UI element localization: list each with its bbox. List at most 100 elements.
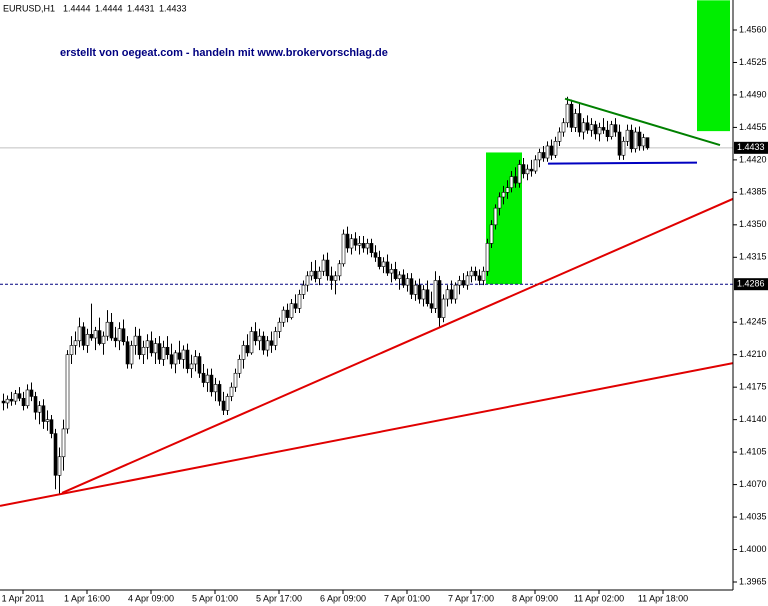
candle-body [101, 335, 106, 344]
y-tick-label: 1.4105 [739, 446, 767, 456]
candle-body [521, 164, 526, 175]
candle-body [217, 384, 222, 402]
trendline [0, 362, 733, 507]
candle-body [357, 243, 362, 246]
candle-body [477, 275, 482, 281]
candle-body [457, 280, 462, 286]
candle-body [593, 124, 598, 135]
candle-body [69, 345, 74, 356]
candle-body [389, 269, 394, 274]
candle-body [617, 131, 622, 156]
candle-body [257, 335, 262, 342]
quote-high: 1.4444 [95, 3, 123, 13]
candle-body [81, 326, 86, 346]
candle-body [369, 243, 374, 253]
candle-body [89, 333, 94, 339]
candle-body [605, 129, 610, 137]
candle-body [565, 103, 570, 124]
candle-body [149, 340, 154, 354]
candle-body [497, 196, 502, 209]
candle-body [97, 330, 102, 344]
candle-body [349, 238, 354, 249]
zone [486, 152, 522, 285]
candle-body [505, 187, 510, 193]
candle-body [133, 335, 138, 346]
candle-body [125, 341, 130, 365]
candle-body [333, 275, 338, 281]
candle-body [393, 269, 398, 279]
candle-body [281, 309, 286, 323]
candle-body [361, 243, 366, 249]
candle-body [553, 141, 558, 156]
candle-body [641, 137, 646, 147]
candle-body [249, 331, 254, 354]
candle-body [209, 374, 214, 393]
candle-body [197, 356, 202, 374]
candle-body [401, 274, 406, 286]
candle-body [525, 168, 530, 175]
candle-body [417, 284, 422, 300]
price-label: 1.4286 [737, 279, 765, 289]
candle-body [581, 122, 586, 133]
candle-body [153, 343, 158, 354]
candle-body [253, 331, 258, 342]
y-tick-label: 1.4175 [739, 382, 767, 392]
y-tick-label: 1.4210 [739, 349, 767, 359]
x-tick-label: 8 Apr 09:00 [512, 593, 558, 603]
y-tick-label: 1.4420 [739, 154, 767, 164]
y-tick-label: 1.4070 [739, 479, 767, 489]
candle-body [637, 131, 642, 147]
candle-body [165, 346, 170, 356]
candle-body [437, 280, 442, 318]
candle-body [517, 164, 522, 184]
price-label: 1.4433 [737, 142, 765, 152]
candle-body [625, 129, 630, 142]
candle-body [321, 259, 326, 272]
candle-body [413, 284, 418, 295]
candle-body [385, 261, 390, 274]
quote-low: 1.4431 [127, 3, 155, 13]
candle-body [441, 298, 446, 318]
candle-body [353, 238, 358, 246]
candle-body [45, 419, 50, 422]
candle-body [225, 396, 230, 411]
candle-body [621, 141, 626, 156]
candle-body [17, 393, 22, 399]
candle-body [461, 280, 466, 286]
candle-body [129, 345, 134, 365]
y-tick-label: 1.4560 [739, 24, 767, 34]
candle-body [301, 284, 306, 295]
candle-body [585, 122, 590, 131]
candle-body [645, 137, 650, 149]
zone [697, 0, 730, 132]
candle-body [57, 456, 62, 476]
candle-body [137, 335, 142, 356]
x-tick-label: 5 Apr 01:00 [192, 593, 238, 603]
candle-body [173, 352, 178, 365]
candle-body [157, 343, 162, 360]
candle-body [453, 284, 458, 300]
candle-body [329, 275, 334, 281]
quote-open: 1.4444 [63, 3, 91, 13]
x-tick-label: 11 Apr 18:00 [638, 593, 688, 603]
candle-body [193, 356, 198, 365]
candle-body [5, 398, 10, 404]
trendline [564, 97, 721, 146]
y-tick-label: 1.4000 [739, 544, 767, 554]
candle-body [313, 270, 318, 279]
candle-body [445, 289, 450, 300]
y-tick-label: 1.4455 [739, 122, 767, 132]
candle-body [25, 389, 30, 407]
candle-body [405, 278, 410, 286]
candle-body [549, 145, 554, 156]
candle-body [93, 330, 98, 339]
candle-body [533, 159, 538, 172]
candle-body [573, 113, 578, 128]
candle-body [293, 303, 298, 309]
candle-body [221, 400, 226, 411]
candle-body [121, 328, 126, 343]
candle-body [161, 346, 166, 360]
candle-body [397, 274, 402, 279]
candle-body [481, 270, 486, 281]
